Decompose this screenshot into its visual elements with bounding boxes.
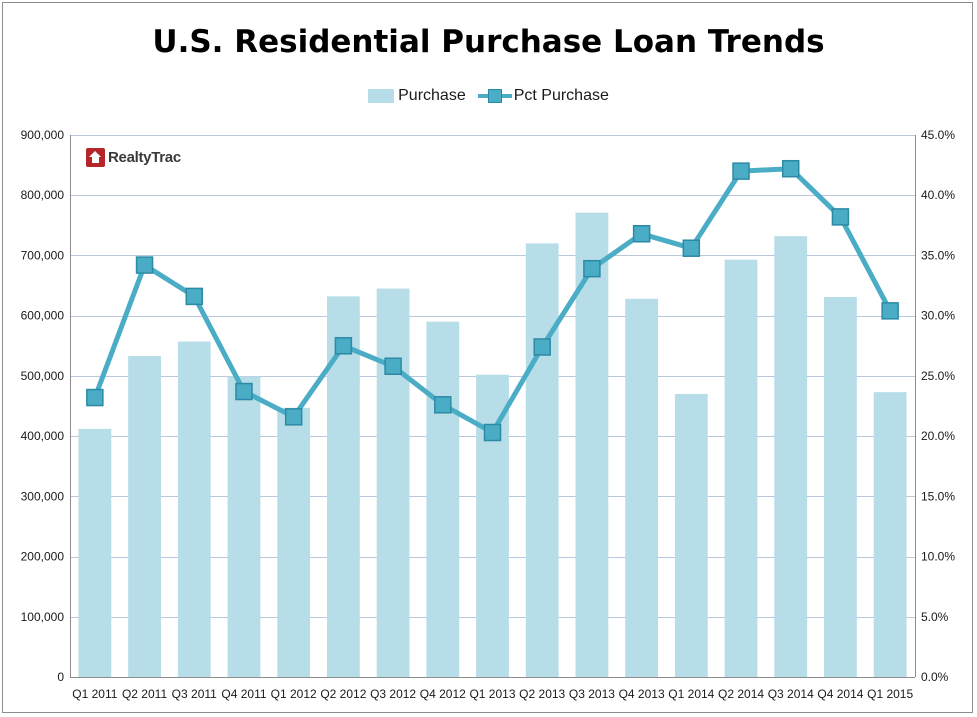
y-left-tick-label: 800,000: [21, 188, 65, 202]
x-tick-label: Q4 2012: [420, 687, 466, 701]
bar: [525, 243, 559, 677]
line-marker: [483, 423, 502, 442]
bar: [873, 392, 907, 677]
chart-title: U.S. Residential Purchase Loan Trends: [152, 24, 825, 60]
bar: [177, 341, 211, 677]
legend: Purchase Pct Purchase: [0, 87, 977, 105]
bar: [128, 356, 161, 677]
y-right-tick-label: 10.0%: [921, 550, 955, 564]
x-tick-label: Q1 2012: [271, 687, 317, 701]
y-left-tick-label: 200,000: [21, 550, 65, 564]
y-right-tick-label: 35.0%: [921, 248, 955, 262]
y-right-tick-label: 30.0%: [921, 309, 955, 323]
line-marker: [533, 338, 551, 356]
line-marker: [434, 396, 452, 414]
line-marker: [732, 162, 750, 180]
bar: [227, 376, 261, 677]
x-tick-label: Q4 2013: [619, 687, 665, 701]
y-left-tick-label: 600,000: [21, 309, 65, 323]
line-marker: [583, 259, 601, 278]
bar: [625, 298, 659, 677]
x-tick-label: Q2 2014: [718, 687, 764, 701]
y-right-tick-label: 15.0%: [921, 489, 955, 503]
x-tick-label: Q1 2015: [867, 687, 913, 701]
bar: [376, 288, 410, 677]
y-left-tick-label: 0: [57, 670, 64, 684]
line-marker: [781, 159, 800, 178]
y-left-tick-label: 500,000: [21, 369, 65, 383]
line-marker: [284, 408, 303, 426]
y-left-tick-label: 400,000: [21, 429, 65, 443]
y-right-tick-label: 25.0%: [921, 369, 955, 383]
legend-label-purchase: Purchase: [398, 87, 466, 104]
y-right-tick-label: 20.0%: [921, 429, 955, 443]
bar: [78, 428, 112, 677]
line-marker: [831, 208, 850, 226]
y-right-tick-label: 45.0%: [921, 128, 955, 142]
legend-swatch-purchase: [368, 89, 395, 103]
y-right-tick-label: 40.0%: [921, 188, 955, 202]
legend-label-pct-purchase: Pct Purchase: [513, 87, 609, 104]
y-left-tick-label: 100,000: [21, 610, 65, 624]
line-marker: [135, 256, 154, 274]
bar: [476, 374, 509, 677]
x-tick-label: Q2 2012: [320, 687, 366, 701]
x-tick-label: Q4 2011: [221, 687, 266, 701]
house-icon: [86, 148, 105, 167]
line-marker: [185, 287, 204, 306]
line-marker: [881, 302, 899, 320]
logo-text: RealtyTrac: [108, 149, 181, 166]
x-tick-label: Q1 2014: [668, 687, 714, 701]
y-right-tick-label: 0.0%: [921, 670, 949, 684]
y-left-tick-label: 700,000: [21, 248, 65, 262]
x-tick-label: Q3 2014: [768, 687, 814, 701]
x-tick-label: Q3 2012: [370, 687, 416, 701]
bar: [277, 407, 311, 677]
x-tick-label: Q2 2011: [122, 687, 167, 701]
y-right-tick-label: 5.0%: [921, 610, 949, 624]
x-tick-label: Q3 2013: [569, 687, 615, 701]
realtytrac-logo: RealtyTrac: [86, 148, 181, 167]
y-left-tick-label: 900,000: [21, 128, 65, 142]
line-marker: [384, 357, 402, 376]
bar: [426, 321, 460, 677]
line-marker: [86, 388, 104, 407]
y-left-tick-label: 300,000: [21, 489, 65, 503]
x-tick-label: Q1 2013: [469, 687, 515, 701]
legend-item-purchase: Purchase: [368, 87, 466, 105]
bar: [824, 296, 857, 677]
bar: [724, 259, 758, 677]
x-tick-label: Q4 2014: [817, 687, 863, 701]
x-tick-label: Q1 2011: [72, 687, 117, 701]
line-marker: [334, 337, 353, 355]
bar: [774, 236, 808, 677]
line-marker: [235, 382, 253, 401]
x-tick-label: Q3 2011: [172, 687, 217, 701]
legend-swatch-pct-purchase: [477, 89, 512, 103]
legend-item-pct-purchase: Pct Purchase: [477, 87, 609, 105]
bar: [674, 393, 708, 677]
x-tick-label: Q2 2013: [519, 687, 565, 701]
line-marker: [682, 239, 701, 257]
line-marker: [632, 225, 651, 243]
